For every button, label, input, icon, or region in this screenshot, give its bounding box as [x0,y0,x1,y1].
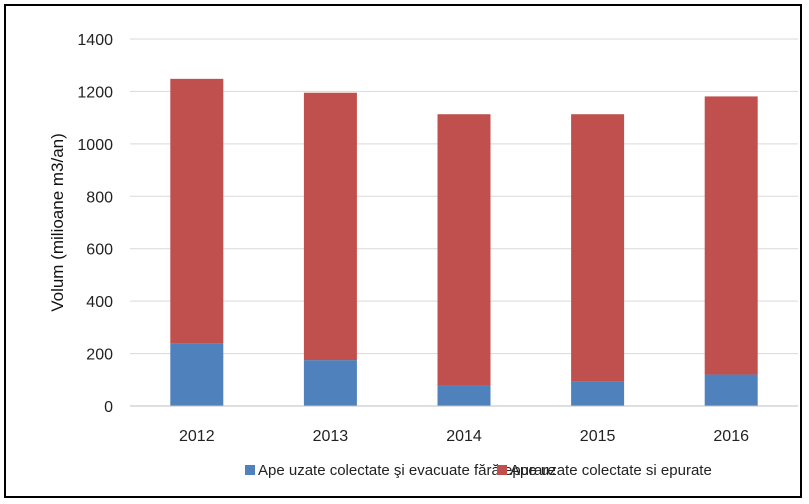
y-axis-label: Volum (milioane m3/an) [48,133,67,312]
y-tick-label: 0 [104,399,113,416]
bar-2016-series-1 [704,96,758,375]
legend-swatch-fara-epurare [245,465,255,475]
bar-2012-series-1 [170,78,224,344]
legend-label-epurate: Ape uzate colectate si epurate [510,462,712,479]
chart-frame [4,4,802,498]
y-tick-label: 800 [86,189,113,206]
legend: Ape uzate colectate şi evacuate fără epu… [245,462,712,479]
bar-2016-series-0 [704,374,758,406]
y-tick-label: 1200 [77,84,113,101]
y-tick-label: 1000 [77,137,113,154]
bar-2014-series-0 [437,385,491,406]
x-tick-label: 2013 [313,428,349,445]
legend-swatch-epurate [497,465,507,475]
bar-2012-series-0 [170,343,224,406]
x-tick-label: 2014 [446,428,482,445]
bar-2013-series-0 [303,360,357,406]
bar-2015-series-0 [571,381,625,406]
y-tick-labels: 0 200 400 600 800 1000 1200 1400 [77,32,113,416]
x-tick-labels: 2012 2013 2014 2015 2016 [179,428,749,445]
x-tick-label: 2012 [179,428,215,445]
x-tick-label: 2016 [713,428,749,445]
y-tick-label: 1400 [77,32,113,49]
bars [170,78,758,406]
bar-2015-series-1 [571,114,625,382]
y-tick-label: 600 [86,242,113,259]
legend-label-fara-epurare: Ape uzate colectate şi evacuate fără epu… [258,462,556,479]
y-tick-label: 400 [86,294,113,311]
bar-2014-series-1 [437,114,491,386]
x-tick-label: 2015 [580,428,616,445]
y-tick-label: 200 [86,347,113,364]
bar-2013-series-1 [303,92,357,361]
